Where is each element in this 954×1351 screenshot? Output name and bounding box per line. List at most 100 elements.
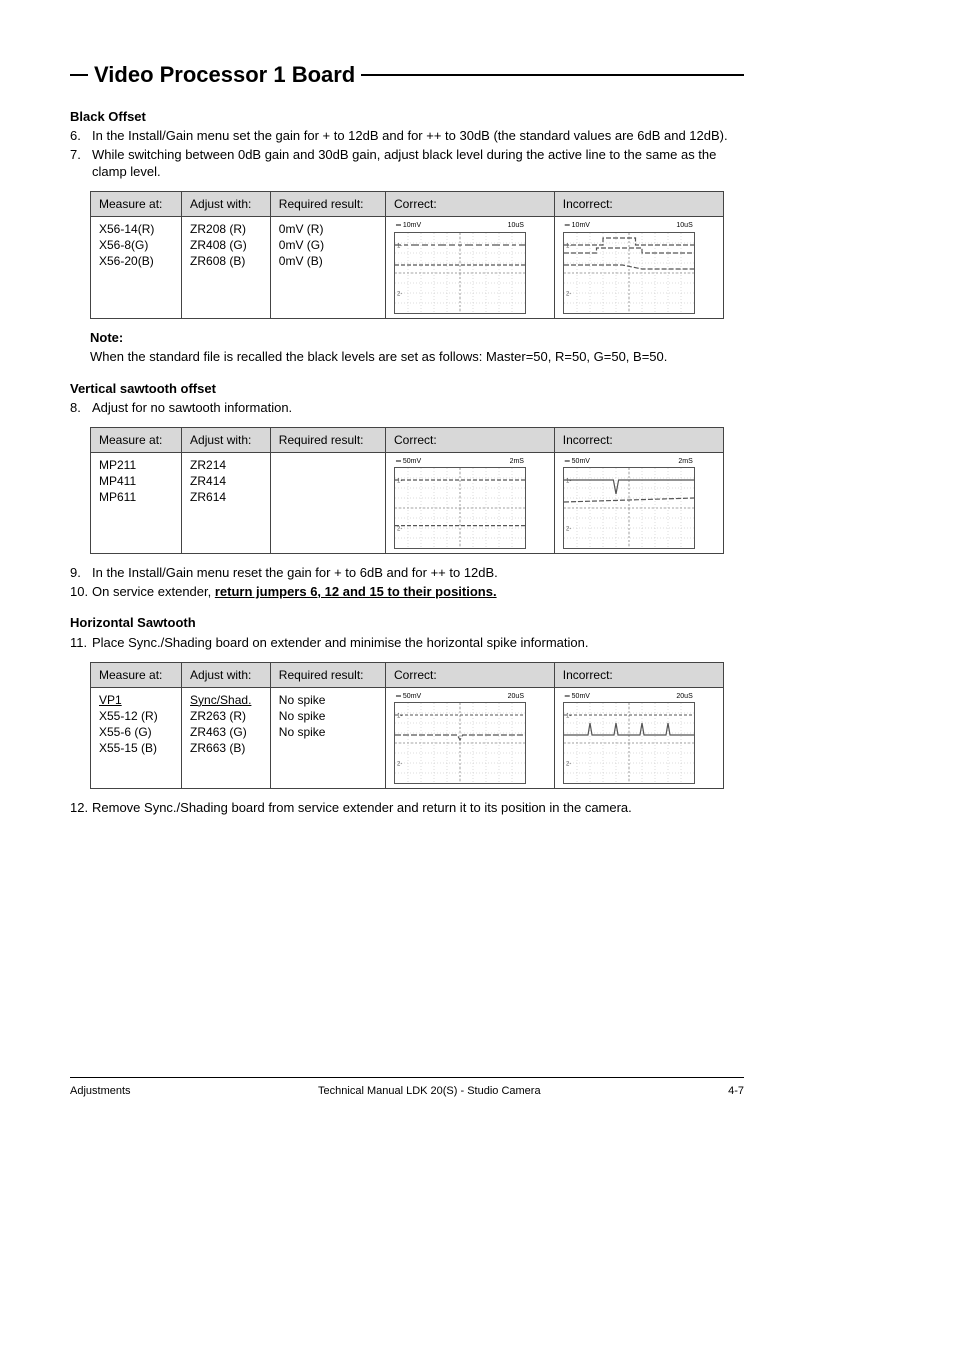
val: VP1 bbox=[99, 692, 173, 708]
scope-scale-h: 20uS bbox=[676, 692, 692, 701]
step-6: 6.In the Install/Gain menu set the gain … bbox=[70, 127, 744, 145]
step-text: In the Install/Gain menu reset the gain … bbox=[92, 564, 744, 582]
svg-text:1-: 1- bbox=[566, 714, 571, 720]
scope-grid: 1-2- bbox=[394, 467, 526, 549]
table-header-row: Measure at: Adjust with: Required result… bbox=[91, 427, 724, 452]
val: ZR614 bbox=[190, 489, 262, 505]
val: No spike bbox=[279, 724, 377, 740]
col-required: Required result: bbox=[270, 191, 385, 216]
val: MP611 bbox=[99, 489, 173, 505]
val: ZR263 (R) bbox=[190, 708, 262, 724]
cell-adjust: Sync/Shad. ZR263 (R) ZR463 (G) ZR663 (B) bbox=[182, 687, 271, 788]
scope-incorrect: ═ 50mV 2mS 1-2- bbox=[563, 457, 695, 549]
scope-scale-h: 20uS bbox=[508, 692, 524, 701]
step-num: 9. bbox=[70, 564, 92, 582]
scope-scale-h: 2mS bbox=[510, 457, 524, 466]
page-footer: Adjustments Technical Manual LDK 20(S) -… bbox=[70, 1077, 744, 1099]
underlined-instruction: return jumpers 6, 12 and 15 to their pos… bbox=[215, 584, 497, 599]
title-rule-left bbox=[70, 74, 88, 76]
table-header-row: Measure at: Adjust with: Required result… bbox=[91, 191, 724, 216]
horizontal-sawtooth-heading: Horizontal Sawtooth bbox=[70, 614, 744, 632]
val: X55-15 (B) bbox=[99, 740, 173, 756]
cell-required: No spike No spike No spike bbox=[270, 687, 385, 788]
cell-incorrect-scope: ═ 10mV 10uS 1-2- bbox=[554, 217, 723, 318]
title-rule-right bbox=[361, 74, 744, 76]
step-num: 12. bbox=[70, 799, 92, 817]
svg-text:1-: 1- bbox=[397, 243, 402, 249]
cell-required: 0mV (R) 0mV (G) 0mV (B) bbox=[270, 217, 385, 318]
scope-grid: 1-2- bbox=[394, 232, 526, 314]
vertical-sawtooth-table: Measure at: Adjust with: Required result… bbox=[90, 427, 724, 555]
black-offset-steps: 6.In the Install/Gain menu set the gain … bbox=[70, 127, 744, 181]
step-num: 7. bbox=[70, 146, 92, 181]
cell-adjust: ZR208 (R) ZR408 (G) ZR608 (B) bbox=[182, 217, 271, 318]
svg-text:2-: 2- bbox=[397, 762, 402, 768]
step-9: 9.In the Install/Gain menu reset the gai… bbox=[70, 564, 744, 582]
scope-incorrect: ═ 10mV 10uS 1-2- bbox=[563, 221, 695, 313]
col-correct: Correct: bbox=[386, 662, 555, 687]
note-text: When the standard file is recalled the b… bbox=[90, 348, 744, 366]
scope-incorrect: ═ 50mV 20uS 1- 2- bbox=[563, 692, 695, 784]
cell-measure: X56-14(R) X56-8(G) X56-20(B) bbox=[91, 217, 182, 318]
val: ZR414 bbox=[190, 473, 262, 489]
val: X55-12 (R) bbox=[99, 708, 173, 724]
col-correct: Correct: bbox=[385, 427, 554, 452]
cell-correct-scope: ═ 10mV 10uS 1-2- bbox=[385, 217, 554, 318]
svg-text:1-: 1- bbox=[566, 243, 571, 249]
table-row: VP1 X55-12 (R) X55-6 (G) X55-15 (B) Sync… bbox=[91, 687, 724, 788]
cell-correct-scope: ═ 50mV 20uS 1- 2- bbox=[386, 687, 555, 788]
val: X55-6 (G) bbox=[99, 724, 173, 740]
black-offset-table: Measure at: Adjust with: Required result… bbox=[90, 191, 724, 319]
col-incorrect: Incorrect: bbox=[554, 191, 723, 216]
svg-text:1-: 1- bbox=[397, 479, 402, 485]
scope-scale-v: ═ 50mV bbox=[565, 457, 590, 466]
svg-text:1-: 1- bbox=[566, 479, 571, 485]
col-required: Required result: bbox=[270, 427, 385, 452]
val: X56-14(R) bbox=[99, 221, 173, 237]
cell-incorrect-scope: ═ 50mV 2mS 1-2- bbox=[554, 452, 723, 553]
cell-incorrect-scope: ═ 50mV 20uS 1- 2- bbox=[554, 687, 723, 788]
scope-scale-v: ═ 50mV bbox=[396, 692, 421, 701]
val: X56-8(G) bbox=[99, 237, 173, 253]
val: No spike bbox=[279, 692, 377, 708]
step-num: 8. bbox=[70, 399, 92, 417]
cell-required bbox=[270, 452, 385, 553]
val: X56-20(B) bbox=[99, 253, 173, 269]
scope-correct: ═ 50mV 2mS 1-2- bbox=[394, 457, 526, 549]
black-offset-heading: Black Offset bbox=[70, 108, 744, 126]
val: 0mV (G) bbox=[279, 237, 377, 253]
prefix: On service extender, bbox=[92, 584, 215, 599]
col-required: Required result: bbox=[270, 662, 385, 687]
step-8: 8.Adjust for no sawtooth information. bbox=[70, 399, 744, 417]
scope-header: ═ 10mV 10uS bbox=[563, 221, 695, 230]
col-measure: Measure at: bbox=[91, 191, 182, 216]
step-text: In the Install/Gain menu set the gain fo… bbox=[92, 127, 744, 145]
step-11: 11.Place Sync./Shading board on extender… bbox=[70, 634, 744, 652]
cell-measure: VP1 X55-12 (R) X55-6 (G) X55-15 (B) bbox=[91, 687, 182, 788]
footer-right: 4-7 bbox=[728, 1084, 744, 1099]
step-num: 10. bbox=[70, 583, 92, 601]
scope-scale-v: ═ 10mV bbox=[396, 221, 421, 230]
val: 0mV (B) bbox=[279, 253, 377, 269]
scope-scale-v: ═ 50mV bbox=[565, 692, 590, 701]
svg-text:1-: 1- bbox=[397, 714, 402, 720]
note-label: Note: bbox=[90, 329, 744, 347]
step-7: 7.While switching between 0dB gain and 3… bbox=[70, 146, 744, 181]
col-measure: Measure at: bbox=[91, 662, 182, 687]
val: MP411 bbox=[99, 473, 173, 489]
scope-scale-v: ═ 10mV bbox=[565, 221, 590, 230]
val: ZR463 (G) bbox=[190, 724, 262, 740]
scope-grid: 1-2- bbox=[563, 232, 695, 314]
section-title-row: Video Processor 1 Board bbox=[70, 60, 744, 90]
scope-scale-h: 2mS bbox=[678, 457, 692, 466]
step-text: Place Sync./Shading board on extender an… bbox=[92, 634, 744, 652]
svg-text:2-: 2- bbox=[566, 762, 571, 768]
vertical-sawtooth-heading: Vertical sawtooth offset bbox=[70, 380, 744, 398]
val: ZR663 (B) bbox=[190, 740, 262, 756]
scope-grid: 1- 2- bbox=[394, 702, 526, 784]
val: 0mV (R) bbox=[279, 221, 377, 237]
col-adjust: Adjust with: bbox=[182, 191, 271, 216]
val: MP211 bbox=[99, 457, 173, 473]
cell-correct-scope: ═ 50mV 2mS 1-2- bbox=[385, 452, 554, 553]
val: No spike bbox=[279, 708, 377, 724]
